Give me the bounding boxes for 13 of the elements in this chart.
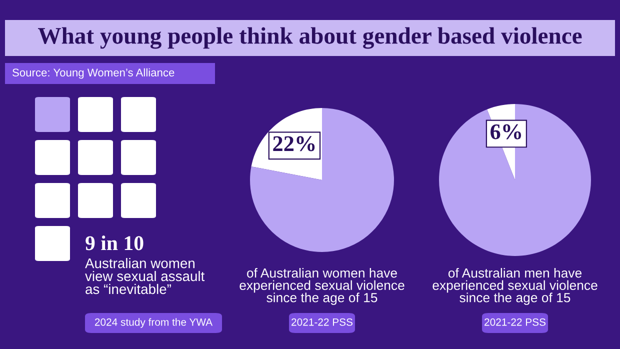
text: Source: Young Women’s Alliance [12, 68, 174, 79]
data-label: 22% [273, 136, 315, 152]
pie-slice [439, 104, 591, 256]
text: 2024 study from the YWA [94, 318, 213, 328]
text: 2021-22 PSS [484, 318, 546, 326]
text: of Australian men have experienced sexual violence since the age of 15 [432, 268, 598, 305]
text: 2021-22 PSS [292, 318, 353, 326]
text: 9 in 10 [86, 236, 144, 250]
text: What young people think about gender based violence [38, 27, 582, 49]
text: of Australian women have experienced sexual violence since the age of 15 [240, 268, 404, 305]
data-label: 6% [490, 124, 522, 140]
pie-slice [250, 108, 394, 252]
text: Australian women view sexual assault as “inevitable” [85, 258, 205, 294]
